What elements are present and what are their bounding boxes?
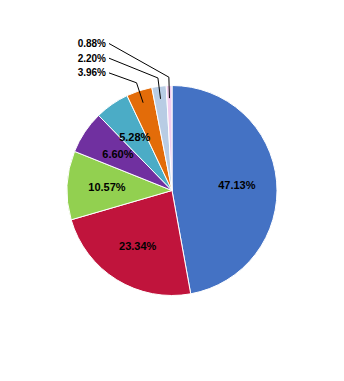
svg-text:5.28%: 5.28% xyxy=(119,131,150,143)
svg-text:47.13%: 47.13% xyxy=(218,179,256,191)
svg-text:10.57%: 10.57% xyxy=(88,181,126,193)
svg-text:23.34%: 23.34% xyxy=(119,240,157,252)
svg-text:0.88%: 0.88% xyxy=(78,38,106,49)
svg-text:6.60%: 6.60% xyxy=(102,148,133,160)
svg-text:2.20%: 2.20% xyxy=(78,53,106,64)
svg-text:3.96%: 3.96% xyxy=(78,67,106,78)
